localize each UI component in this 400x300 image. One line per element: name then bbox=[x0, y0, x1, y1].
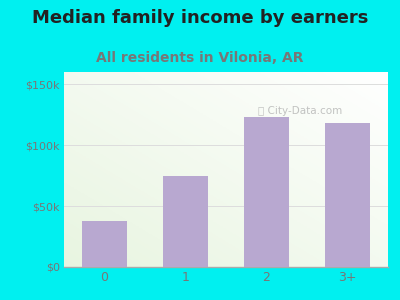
Bar bbox=[244, 117, 289, 267]
Text: All residents in Vilonia, AR: All residents in Vilonia, AR bbox=[96, 51, 304, 65]
Text: Median family income by earners: Median family income by earners bbox=[32, 9, 368, 27]
Bar bbox=[163, 176, 208, 267]
Bar bbox=[82, 221, 127, 267]
Bar bbox=[325, 123, 370, 267]
Text: Ⓣ City-Data.com: Ⓣ City-Data.com bbox=[258, 106, 343, 116]
